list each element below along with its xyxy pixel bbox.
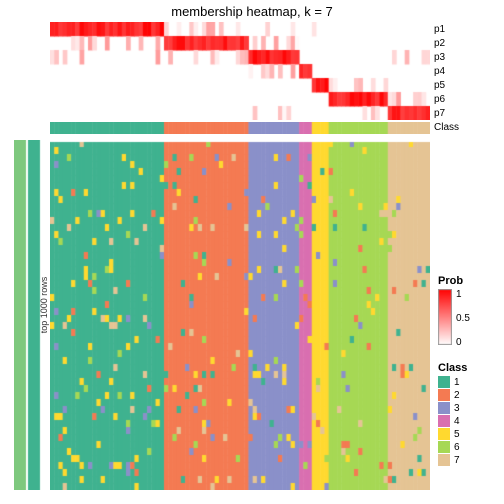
row-label-p4: p4	[434, 66, 445, 77]
row-label-Class: Class	[434, 122, 459, 133]
row-label-p2: p2	[434, 38, 445, 49]
main-heatmap	[50, 140, 430, 490]
class-bar	[50, 122, 430, 134]
row-label-p5: p5	[434, 80, 445, 91]
prob-gradient	[438, 289, 452, 345]
prob-tick-0: 0	[456, 337, 462, 348]
row-label-p7: p7	[434, 108, 445, 119]
row-label-p1: p1	[434, 24, 445, 35]
prob-legend-title: Prob	[438, 275, 498, 287]
class-legend-item-1: 1	[438, 376, 498, 388]
class-legend-item-2: 2	[438, 389, 498, 401]
prob-legend: Prob 1 0.5 0	[438, 275, 498, 345]
class-legend: Class 1234567	[438, 362, 498, 467]
prob-tick-05: 0.5	[456, 313, 470, 324]
class-legend-item-3: 3	[438, 402, 498, 414]
prob-tick-1: 1	[456, 289, 462, 300]
class-legend-item-7: 7	[438, 454, 498, 466]
row-label-p6: p6	[434, 94, 445, 105]
left-annotation-strip	[14, 140, 42, 490]
class-legend-title: Class	[438, 362, 498, 374]
class-legend-item-4: 4	[438, 415, 498, 427]
probability-heatmap	[50, 22, 430, 120]
chart-title: membership heatmap, k = 7	[0, 4, 504, 19]
class-legend-item-5: 5	[438, 428, 498, 440]
class-legend-item-6: 6	[438, 441, 498, 453]
row-label-p3: p3	[434, 52, 445, 63]
